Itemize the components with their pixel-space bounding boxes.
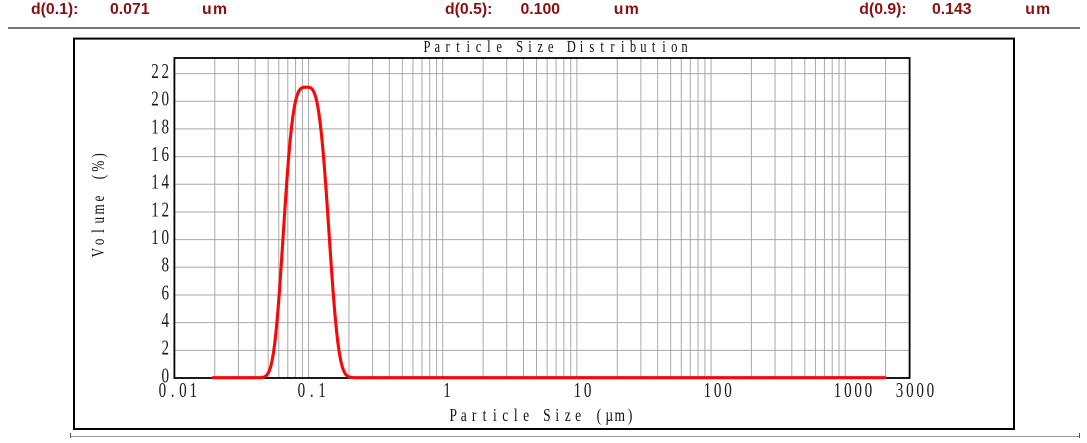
svg-text:1: 1 xyxy=(318,379,326,402)
svg-text:S: S xyxy=(543,406,551,425)
svg-text:e: e xyxy=(523,406,529,425)
svg-text:l: l xyxy=(514,406,518,425)
svg-text:0: 0 xyxy=(865,379,873,402)
svg-text:8: 8 xyxy=(162,115,170,138)
svg-text:1: 1 xyxy=(443,379,451,402)
svg-text:.: . xyxy=(310,379,314,402)
svg-text:d(0.9):: d(0.9): xyxy=(859,1,906,18)
svg-text:0: 0 xyxy=(724,379,732,402)
svg-text:1: 1 xyxy=(151,143,159,166)
svg-text:%: % xyxy=(89,161,108,172)
svg-text:2: 2 xyxy=(162,336,170,359)
svg-text:l: l xyxy=(487,39,491,57)
svg-text:d(0.1):: d(0.1): xyxy=(31,1,78,18)
svg-text:c: c xyxy=(476,39,482,57)
svg-text:6: 6 xyxy=(162,143,170,166)
svg-text:a: a xyxy=(435,39,441,57)
svg-text:m: m xyxy=(614,406,625,425)
svg-text:0.100: 0.100 xyxy=(521,1,561,18)
svg-text:d(0.5):: d(0.5): xyxy=(445,1,492,18)
svg-text:0: 0 xyxy=(714,379,722,402)
svg-text:S: S xyxy=(516,39,523,57)
svg-text:.: . xyxy=(171,379,175,402)
svg-text:t: t xyxy=(456,39,460,57)
svg-text:(: ( xyxy=(89,175,108,179)
svg-text:u: u xyxy=(89,217,108,224)
svg-text:0: 0 xyxy=(159,379,167,402)
svg-text:0: 0 xyxy=(854,379,862,402)
svg-text:µ: µ xyxy=(605,406,613,425)
svg-text:i: i xyxy=(621,39,625,57)
svg-text:i: i xyxy=(493,406,497,425)
svg-text:0: 0 xyxy=(179,379,187,402)
svg-text:r: r xyxy=(472,406,477,425)
svg-text:i: i xyxy=(466,39,470,57)
svg-text:1: 1 xyxy=(151,115,159,138)
svg-text:6: 6 xyxy=(162,281,170,304)
svg-text:0: 0 xyxy=(162,87,170,110)
svg-text:4: 4 xyxy=(162,170,170,193)
svg-text:0: 0 xyxy=(162,226,170,249)
svg-text:1: 1 xyxy=(834,379,842,402)
svg-text:1: 1 xyxy=(704,379,712,402)
svg-text:t: t xyxy=(483,406,487,425)
svg-text:z: z xyxy=(565,406,571,425)
svg-text:z: z xyxy=(538,39,544,57)
svg-text:e: e xyxy=(496,39,502,57)
svg-text:u: u xyxy=(640,39,647,57)
svg-text:0: 0 xyxy=(916,379,924,402)
svg-text:0: 0 xyxy=(162,364,170,387)
svg-text:um: um xyxy=(1025,1,1051,18)
svg-text:s: s xyxy=(589,39,594,57)
svg-text:0.143: 0.143 xyxy=(932,1,972,18)
svg-text:r: r xyxy=(610,39,614,57)
svg-text:8: 8 xyxy=(162,253,170,276)
svg-text:t: t xyxy=(600,39,604,57)
svg-text:1: 1 xyxy=(574,379,582,402)
svg-text:0: 0 xyxy=(927,379,935,402)
svg-text:0: 0 xyxy=(298,379,306,402)
svg-text:o: o xyxy=(89,238,108,245)
svg-text:3: 3 xyxy=(896,379,904,402)
svg-text:2: 2 xyxy=(162,60,170,83)
svg-text:P: P xyxy=(424,39,431,57)
svg-text:P: P xyxy=(450,406,458,425)
svg-text:2: 2 xyxy=(151,60,159,83)
svg-text:t: t xyxy=(652,39,656,57)
svg-text:4: 4 xyxy=(162,309,170,332)
svg-text:0: 0 xyxy=(844,379,852,402)
svg-text:): ) xyxy=(628,406,632,425)
svg-text:c: c xyxy=(502,406,508,425)
svg-text:1: 1 xyxy=(151,198,159,221)
svg-text:r: r xyxy=(446,39,450,57)
svg-text:1: 1 xyxy=(151,226,159,249)
svg-text:a: a xyxy=(461,406,467,425)
svg-text:0.071: 0.071 xyxy=(110,1,150,18)
svg-text:1: 1 xyxy=(189,379,197,402)
svg-text:um: um xyxy=(614,1,640,18)
svg-text:um: um xyxy=(202,1,228,18)
svg-text:l: l xyxy=(89,229,108,233)
svg-text:o: o xyxy=(671,39,677,57)
svg-text:i: i xyxy=(580,39,584,57)
svg-text:i: i xyxy=(555,406,559,425)
svg-text:(: ( xyxy=(597,406,601,425)
svg-text:e: e xyxy=(575,406,581,425)
svg-text:0: 0 xyxy=(906,379,914,402)
svg-text:m: m xyxy=(89,204,108,214)
svg-text:V: V xyxy=(89,248,108,257)
svg-text:2: 2 xyxy=(162,198,170,221)
svg-text:D: D xyxy=(567,39,576,57)
svg-text:i: i xyxy=(528,39,532,57)
svg-text:e: e xyxy=(89,196,108,202)
svg-text:n: n xyxy=(681,39,688,57)
svg-text:b: b xyxy=(630,39,636,57)
svg-text:e: e xyxy=(548,39,554,57)
svg-text:i: i xyxy=(662,39,666,57)
svg-text:): ) xyxy=(89,153,108,157)
svg-text:0: 0 xyxy=(584,379,592,402)
svg-text:2: 2 xyxy=(151,87,159,110)
svg-text:1: 1 xyxy=(151,170,159,193)
